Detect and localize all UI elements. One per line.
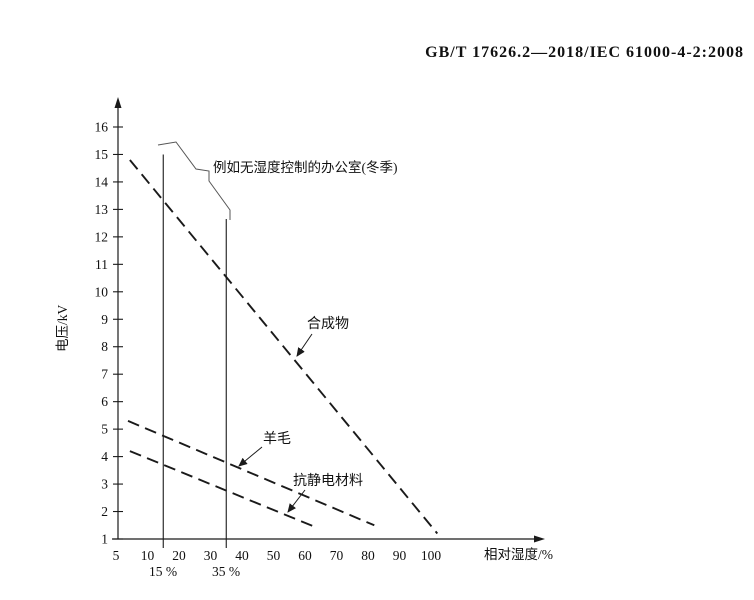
y-tick-label: 6: [101, 394, 108, 409]
y-tick-label: 5: [101, 422, 108, 437]
y-tick-label: 15: [95, 147, 109, 162]
humidity-15-percent-label: 15 %: [148, 564, 178, 579]
x-tick-label: 80: [361, 548, 375, 563]
y-tick-label: 13: [95, 202, 109, 217]
series-line-羊毛: [127, 420, 375, 527]
series-label-antistatic: 抗静电材料: [293, 474, 363, 489]
y-axis-title: 电压/kV: [55, 304, 70, 352]
annotation-leader-line: [157, 141, 231, 220]
series-label-wool: 羊毛: [263, 432, 291, 447]
y-tick-label: 12: [95, 229, 109, 244]
y-tick-label: 9: [101, 312, 108, 327]
x-tick-label: 10: [141, 548, 155, 563]
wool-label-arrow: [238, 446, 263, 467]
x-tick-label: 100: [421, 548, 442, 563]
y-axis-arrowhead: [114, 97, 122, 108]
x-tick-label: 50: [267, 548, 281, 563]
x-axis-arrowhead: [534, 535, 545, 543]
y-tick-label: 7: [101, 367, 108, 382]
series-label-synthetic: 合成物: [307, 317, 349, 332]
x-tick-label: 40: [235, 548, 249, 563]
y-tick-label: 2: [101, 504, 108, 519]
office-winter-annotation: 例如无湿度控制的办公室(冬季): [213, 160, 398, 175]
y-tick-label: 11: [95, 257, 108, 272]
antistatic-label-arrow: [287, 489, 306, 513]
y-tick-label: 3: [101, 477, 108, 492]
x-tick-label: 30: [204, 548, 218, 563]
x-tick-label: 60: [298, 548, 312, 563]
y-tick-label: 16: [95, 119, 109, 134]
humidity-35-percent-label: 35 %: [211, 564, 241, 579]
series-line-抗静电材料: [129, 450, 318, 529]
y-tick-label: 14: [95, 174, 109, 189]
x-axis-title: 相对湿度/%: [484, 547, 553, 562]
series-line-合成物: [129, 159, 439, 535]
x-tick-label: 20: [172, 548, 186, 563]
standard-reference-header: GB/T 17626.2—2018/IEC 61000-4-2:2008: [425, 44, 744, 61]
y-tick-label: 10: [95, 284, 109, 299]
x-tick-label: 5: [113, 548, 120, 563]
synthetic-label-arrow: [296, 333, 313, 357]
x-tick-label: 70: [330, 548, 344, 563]
x-tick-label: 90: [393, 548, 407, 563]
y-tick-label: 1: [101, 532, 108, 547]
y-tick-label: 8: [101, 339, 108, 354]
y-tick-label: 4: [101, 449, 108, 464]
